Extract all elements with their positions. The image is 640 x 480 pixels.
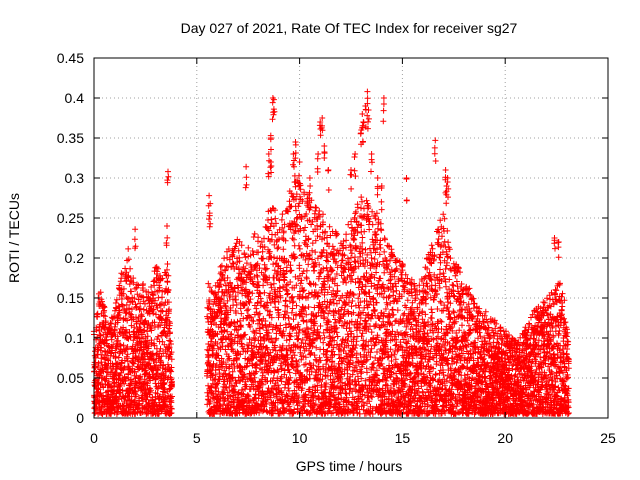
y-tick-label: 0.4: [65, 90, 85, 106]
x-tick-label: 20: [497, 430, 513, 446]
roti-point-markers: [90, 88, 572, 417]
y-tick-label: 0.3: [65, 170, 85, 186]
y-tick-label: 0.45: [57, 50, 84, 66]
y-tick-label: 0: [76, 410, 84, 426]
plot-frame: [93, 57, 609, 419]
y-tick-label: 0.1: [65, 330, 85, 346]
x-tick-label: 10: [292, 430, 308, 446]
x-tick-labels: 0 5 10 15 20 25: [90, 430, 616, 446]
x-tick-label: 25: [600, 430, 616, 446]
y-tick-label: 0.35: [57, 130, 84, 146]
chart-title: Day 027 of 2021, Rate Of TEC Index for r…: [181, 20, 518, 36]
x-tick-label: 5: [193, 430, 201, 446]
data-points: [90, 88, 572, 417]
y-tick-label: 0.15: [57, 290, 84, 306]
x-tick-label: 0: [90, 430, 98, 446]
y-tick-label: 0.25: [57, 210, 84, 226]
y-axis-label: ROTI / TECUs: [6, 193, 22, 283]
y-tick-label: 0.05: [57, 370, 84, 386]
x-axis-label: GPS time / hours: [296, 458, 403, 474]
y-tick-labels: 0 0.05 0.1 0.15 0.2 0.25 0.3 0.35 0.4 0.45: [57, 50, 84, 426]
axis-ticks: [93, 57, 609, 419]
x-tick-label: 15: [395, 430, 411, 446]
y-tick-label: 0.2: [65, 250, 85, 266]
